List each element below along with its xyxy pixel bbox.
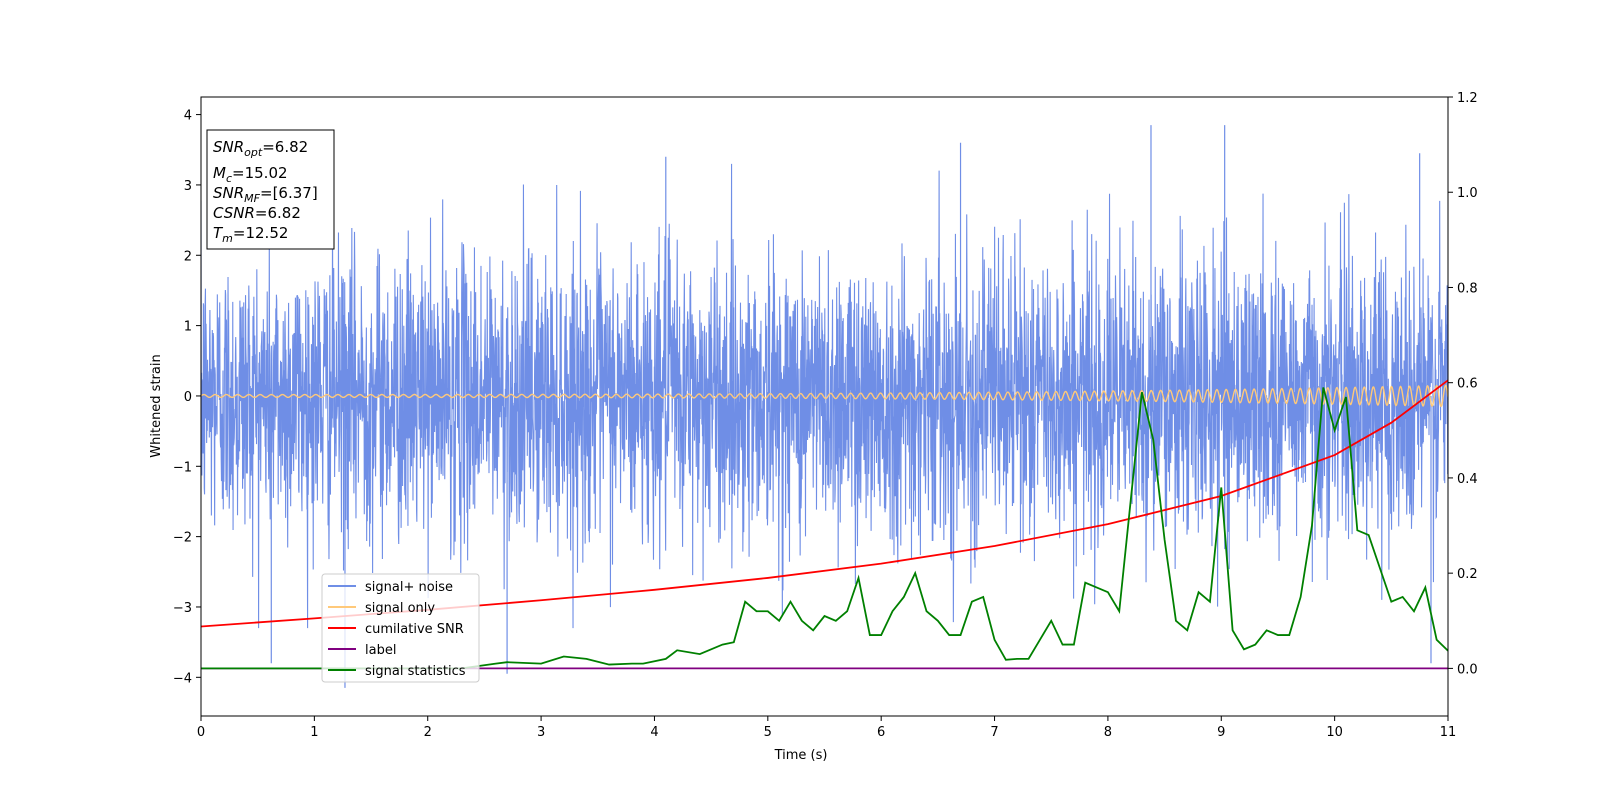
annotation-line: CSNR=6.82 — [213, 204, 301, 222]
annotation-symbol: SNR — [213, 184, 244, 202]
x-tick-label: 4 — [650, 725, 658, 740]
annotation-value: =12.52 — [233, 224, 289, 242]
y2-tick-label: 0.6 — [1457, 377, 1478, 392]
axes: 0 1 2 3 4 5 6 7 8 9 10 1143210−1−2−3−40.00.20.40.60… — [173, 91, 1478, 740]
legend-label: signal statistics — [365, 664, 466, 679]
y-tick-label: −2 — [173, 531, 192, 546]
annotation-value: =[6.37] — [260, 184, 318, 202]
plot-area — [201, 125, 1448, 688]
annotation-line: Tm=12.52 — [213, 224, 288, 245]
series-signal-only — [201, 384, 1448, 408]
y2-tick-label: 0.8 — [1457, 281, 1478, 296]
x-tick-label: 7 — [990, 725, 998, 740]
y-axis-label: Whitened strain — [149, 354, 164, 457]
axes-frame — [200, 96, 1449, 717]
x-tick-label: 2 — [424, 725, 432, 740]
x-tick-label: 1 — [310, 725, 318, 740]
x-tick-label: 3 — [537, 725, 545, 740]
annotation-symbol: SNR — [213, 138, 244, 156]
x-tick-label: 0 — [197, 725, 205, 740]
y2-tick-label: 0.0 — [1457, 662, 1478, 677]
y-tick-label: −4 — [173, 671, 192, 686]
annotation-symbol: M — [213, 164, 226, 182]
annotation-box: SNRopt=6.82Mc=15.02SNRMF=[6.37]CSNR=6.82… — [206, 129, 335, 250]
annotation-line: Mc=15.02 — [213, 164, 288, 185]
y-tick-label: 3 — [184, 179, 192, 194]
series-signal-noise — [201, 163, 1448, 629]
y-tick-label: 2 — [184, 249, 192, 264]
y2-tick-label: 1.2 — [1457, 91, 1478, 106]
x-tick-label: 11 — [1440, 725, 1457, 740]
y-tick-label: 4 — [184, 109, 192, 124]
x-tick-label: 10 — [1326, 725, 1343, 740]
annotation-value: =6.82 — [255, 204, 301, 222]
x-tick-label: 5 — [764, 725, 772, 740]
annotation-subscript: c — [226, 172, 232, 185]
annotation-frame — [206, 129, 335, 250]
x-tick-label: 9 — [1217, 725, 1225, 740]
y-tick-label: −3 — [173, 601, 192, 616]
annotation-line: SNRMF=[6.37] — [213, 184, 318, 205]
legend-frame — [321, 573, 480, 683]
y2-tick-label: 0.4 — [1457, 472, 1478, 487]
annotation-line: SNRopt=6.82 — [213, 138, 308, 159]
series-signal-statistics — [201, 387, 1448, 670]
annotation-value: =6.82 — [262, 138, 308, 156]
annotation-value: =15.02 — [232, 164, 288, 182]
annotation-symbol: T — [213, 224, 224, 242]
legend-label: cumilative SNR — [365, 622, 464, 637]
legend-label: signal only — [365, 601, 435, 616]
x-axis-label: Time (s) — [774, 748, 828, 763]
x-tick-label: 8 — [1104, 725, 1112, 740]
y2-tick-label: 1.0 — [1457, 186, 1478, 201]
y-tick-label: 0 — [184, 390, 192, 405]
annotation-subscript: MF — [244, 192, 260, 205]
legend: signal+ noise signal only cumilative SNR la… — [321, 573, 480, 683]
series-group — [201, 125, 1448, 688]
legend-label: label — [365, 643, 396, 658]
x-tick-label: 6 — [877, 725, 885, 740]
y2-tick-label: 0.2 — [1457, 567, 1478, 582]
y-tick-label: 1 — [184, 320, 192, 335]
legend-label: signal+ noise — [365, 580, 453, 595]
annotation-subscript: m — [222, 232, 233, 245]
annotation-symbol: CSNR — [213, 204, 255, 222]
annotation-subscript: opt — [244, 146, 263, 159]
y-tick-label: −1 — [173, 460, 192, 475]
